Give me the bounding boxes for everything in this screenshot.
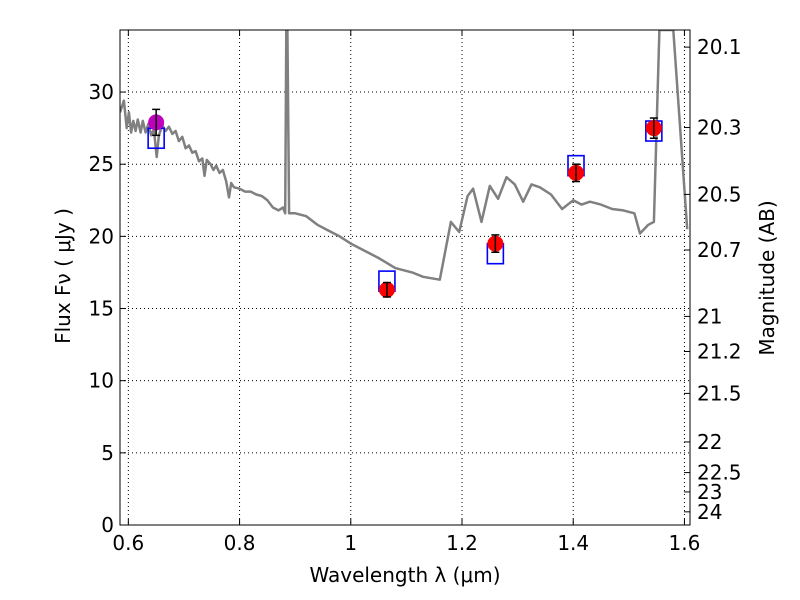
mag-tick-label: 23 — [697, 480, 722, 504]
y-axis-right-title: Magnitude (AB) — [755, 200, 779, 355]
y-tick-label: 30 — [89, 80, 114, 104]
mag-tick-label: 20.5 — [697, 182, 742, 206]
x-axis-title: Wavelength λ (μm) — [309, 563, 500, 587]
y-tick-label: 20 — [89, 224, 114, 248]
x-tick-label: 1 — [344, 531, 357, 555]
x-tick-label: 1.6 — [669, 531, 701, 555]
y-tick-label: 10 — [89, 369, 114, 393]
x-tick-label: 0.8 — [224, 531, 256, 555]
spectrum-line — [120, 30, 689, 281]
y-tick-label: 15 — [89, 297, 114, 321]
mag-tick-label: 22 — [697, 430, 722, 454]
mag-tick-label: 24 — [697, 500, 722, 524]
plot-frame — [119, 29, 691, 526]
mag-tick-label: 21.2 — [697, 339, 742, 363]
mag-tick-label: 20.7 — [697, 238, 742, 262]
axes: 0.6 0.8 1 1.2 1.4 1.6 0 5 10 15 20 25 30 20.1 20.3 20.5… — [89, 30, 742, 555]
y-axis-title: Flux Fν ( μJy ) — [51, 208, 75, 344]
mag-tick-label: 21.5 — [697, 381, 742, 405]
y-tick-label: 25 — [89, 152, 114, 176]
markers — [147, 108, 663, 298]
mag-tick-label: 20.3 — [697, 116, 742, 140]
mag-tick-label: 20.1 — [697, 35, 742, 59]
y-tick-label: 0 — [101, 513, 114, 537]
plot-data — [120, 30, 689, 281]
y-tick-label: 5 — [101, 441, 114, 465]
x-tick-label: 0.6 — [112, 531, 144, 555]
mag-tick-label: 22.5 — [697, 461, 742, 485]
mag-tick-label: 21 — [697, 304, 722, 328]
x-tick-label: 1.2 — [446, 531, 478, 555]
x-tick-label: 1.4 — [557, 531, 589, 555]
